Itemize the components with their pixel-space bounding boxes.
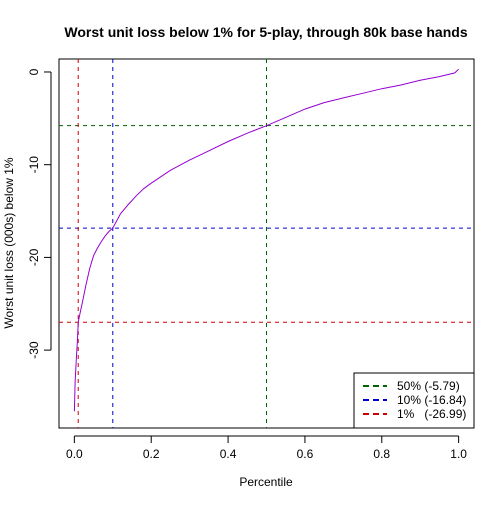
x-axis: 0.0 0.2 0.4 0.6 0.8 1.0: [66, 435, 467, 461]
legend-label: 50% (-5.79): [397, 379, 460, 393]
x-tick-label: 0.8: [373, 447, 390, 461]
x-tick-label: 0.6: [297, 447, 314, 461]
reference-lines: [59, 59, 474, 428]
y-tick-label: -20: [27, 248, 41, 266]
y-axis-label: Worst unit loss (000s) below 1%: [2, 157, 16, 329]
legend-label: 1% (-26.99): [397, 407, 466, 421]
x-tick-label: 0.0: [66, 447, 83, 461]
y-tick-label: 0: [27, 68, 41, 75]
chart-title: Worst unit loss below 1% for 5-play, thr…: [64, 24, 467, 40]
legend: 50% (-5.79)10% (-16.84)1% (-26.99): [353, 372, 475, 429]
x-tick-label: 0.4: [220, 447, 237, 461]
y-axis: -30 -20 -10 0: [27, 68, 52, 359]
x-tick-label: 0.2: [143, 447, 160, 461]
series-line-0: [73, 68, 459, 412]
y-tick-label: -30: [27, 341, 41, 359]
y-tick-label: -10: [27, 156, 41, 174]
series-layer: [73, 68, 459, 412]
legend-label: 10% (-16.84): [397, 393, 466, 407]
x-axis-label: Percentile: [239, 475, 293, 489]
x-tick-label: 1.0: [450, 447, 467, 461]
